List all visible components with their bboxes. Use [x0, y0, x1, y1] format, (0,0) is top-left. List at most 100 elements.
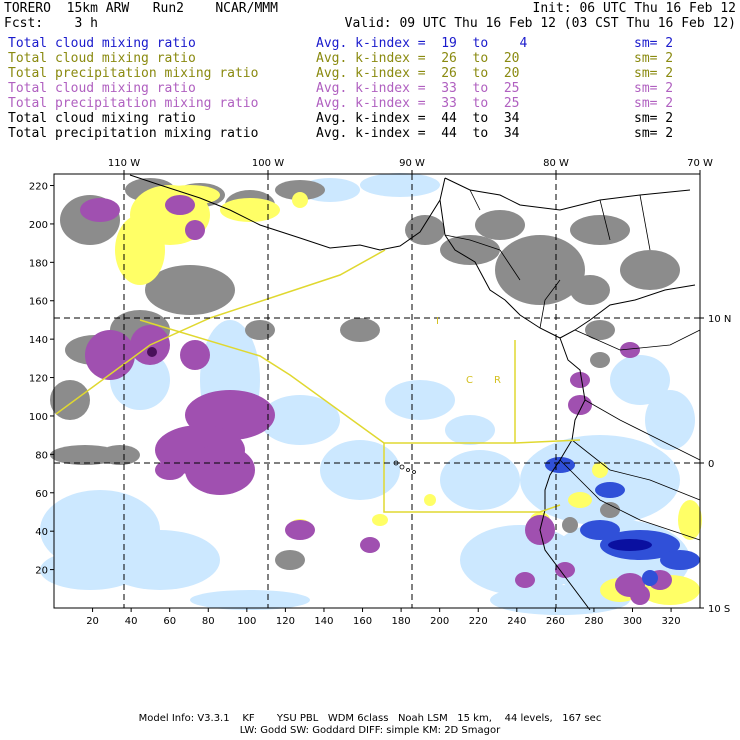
y-tick-label: 180 — [29, 258, 48, 269]
light-blue-cell — [320, 440, 400, 500]
blue-cloud-cell — [580, 520, 620, 540]
x-tick-label: 300 — [623, 616, 642, 627]
x-tick-label: 40 — [125, 616, 138, 627]
x-tick-label: 140 — [314, 616, 333, 627]
legend-field-5: Total cloud mixing ratio — [8, 111, 196, 126]
blue-cloud-cell — [660, 550, 700, 570]
model-title: TORERO 15km ARW Run2 NCAR/MMM — [4, 1, 278, 16]
y-tick-label: 160 — [29, 297, 48, 308]
light-blue-cell — [440, 450, 520, 510]
yellow-cloud-cell — [292, 192, 308, 208]
light-blue-cell — [460, 525, 580, 595]
x-tick-label: 260 — [546, 616, 565, 627]
country-borders — [444, 189, 701, 541]
top-lon-label: 90 W — [399, 158, 425, 169]
top-lon-label: 110 W — [108, 158, 140, 169]
x-tick-label: 100 — [237, 616, 256, 627]
valid-time: Valid: 09 UTC Thu 16 Feb 12 (03 CST Thu … — [344, 16, 736, 31]
light-blue-layer — [40, 173, 695, 615]
yellow-cloud-cell — [678, 500, 702, 540]
light-blue-cell — [610, 355, 670, 405]
blue-cloud-cell — [545, 457, 575, 473]
legend-kindex-5: Avg. k-index = 44 to 34 — [316, 111, 520, 126]
purple-cloud-cell — [360, 537, 380, 553]
region-label-r: R — [494, 375, 501, 386]
x-tick-label: 220 — [469, 616, 488, 627]
legend-sm-5: sm= 2 — [634, 111, 674, 126]
y-tick-label: 60 — [35, 489, 48, 500]
blue-cloud-cell — [595, 482, 625, 498]
legend-kindex-1: Avg. k-index = 26 to 20 — [316, 51, 520, 66]
purple-cloud-cell — [568, 395, 592, 415]
legend-field-4: Total precipitation mixing ratio — [8, 96, 259, 111]
top-lon-label: 80 W — [543, 158, 569, 169]
yellow-cloud-cell — [372, 514, 388, 526]
y-tick-label: 120 — [29, 374, 48, 385]
x-tick-label: 280 — [584, 616, 603, 627]
init-time: Init: 06 UTC Thu 16 Feb 12 — [532, 1, 737, 16]
x-tick-label: 320 — [662, 616, 681, 627]
light-blue-cell — [645, 390, 695, 450]
dark-purple-core — [147, 347, 157, 357]
light-blue-cell — [190, 590, 310, 610]
right-lat-label: 0 — [708, 459, 714, 470]
gray-cloud-cell — [275, 550, 305, 570]
yellow-cloud-cell — [115, 215, 165, 285]
legend-kindex-4: Avg. k-index = 33 to 25 — [316, 96, 520, 111]
purple-cloud-cell — [85, 330, 135, 380]
legend-field-2: Total precipitation mixing ratio — [8, 66, 259, 81]
x-tick-label: 240 — [507, 616, 526, 627]
y-tick-label: 40 — [35, 527, 48, 538]
y-tick-label: 20 — [35, 566, 48, 577]
purple-cloud-cell — [155, 460, 185, 480]
legend-sm-3: sm= 2 — [634, 81, 674, 96]
gray-cloud-cell — [600, 502, 620, 518]
lat-lon-grid — [54, 174, 700, 608]
purple-cloud-cell — [165, 195, 195, 215]
gray-cloud-cell — [620, 250, 680, 290]
x-tick-label: 160 — [353, 616, 372, 627]
yellow-cloud-cell — [568, 492, 592, 508]
yellow-cloud-cell — [592, 462, 608, 478]
x-tick-label: 80 — [202, 616, 215, 627]
gray-cloud-cell — [590, 352, 610, 368]
purple-cloud-cell — [80, 198, 120, 222]
legend-sm-2: sm= 2 — [634, 66, 674, 81]
x-tick-label: 180 — [392, 616, 411, 627]
gray-cloud-cell — [495, 235, 585, 305]
legend-field-1: Total cloud mixing ratio — [8, 51, 196, 66]
plot-border — [53, 173, 701, 609]
forecast-hour: Fcst: 3 h — [4, 16, 98, 31]
y-tick-label: 140 — [29, 335, 48, 346]
light-blue-cell — [100, 530, 220, 590]
gray-cloud-cell — [50, 380, 90, 420]
blue-cloud-cell — [642, 570, 658, 586]
purple-cloud-cell — [180, 340, 210, 370]
light-blue-cell — [385, 380, 455, 420]
purple-cloud-cell — [285, 520, 315, 540]
gray-cloud-cell — [100, 445, 140, 465]
x-tick-label: 60 — [163, 616, 176, 627]
region-label-c: C — [466, 375, 473, 386]
gray-cloud-cell — [275, 180, 325, 200]
gray-cloud-cell — [405, 215, 445, 245]
yellow-cloud-cell — [220, 198, 280, 222]
x-tick-label: 20 — [86, 616, 99, 627]
gray-cloud-cell — [570, 215, 630, 245]
y-tick-label: 80 — [35, 450, 48, 461]
legend-field-0: Total cloud mixing ratio — [8, 36, 196, 51]
legend-kindex-6: Avg. k-index = 44 to 34 — [316, 126, 520, 141]
purple-cloud-cell — [515, 572, 535, 588]
purple-cloud-cell — [620, 342, 640, 358]
light-blue-cell — [445, 415, 495, 445]
x-tick-label: 200 — [430, 616, 449, 627]
axes: 110 W 100 W 90 W 80 W 70 W 10 N 0 10 S 20 40 60 80 1… — [29, 158, 731, 627]
gray-cloud-cell — [145, 265, 235, 315]
light-blue-cell — [360, 173, 440, 197]
gray-cloud-cell — [585, 320, 615, 340]
physics-info: LW: Godd SW: Goddard DIFF: simple KM: 2D… — [239, 725, 501, 736]
x-tick-label: 120 — [276, 616, 295, 627]
gray-cloud-cell — [245, 320, 275, 340]
gray-cloud-cell — [570, 275, 610, 305]
model-info: Model Info: V3.3.1 KF YSU PBL WDM 6class… — [138, 713, 602, 724]
